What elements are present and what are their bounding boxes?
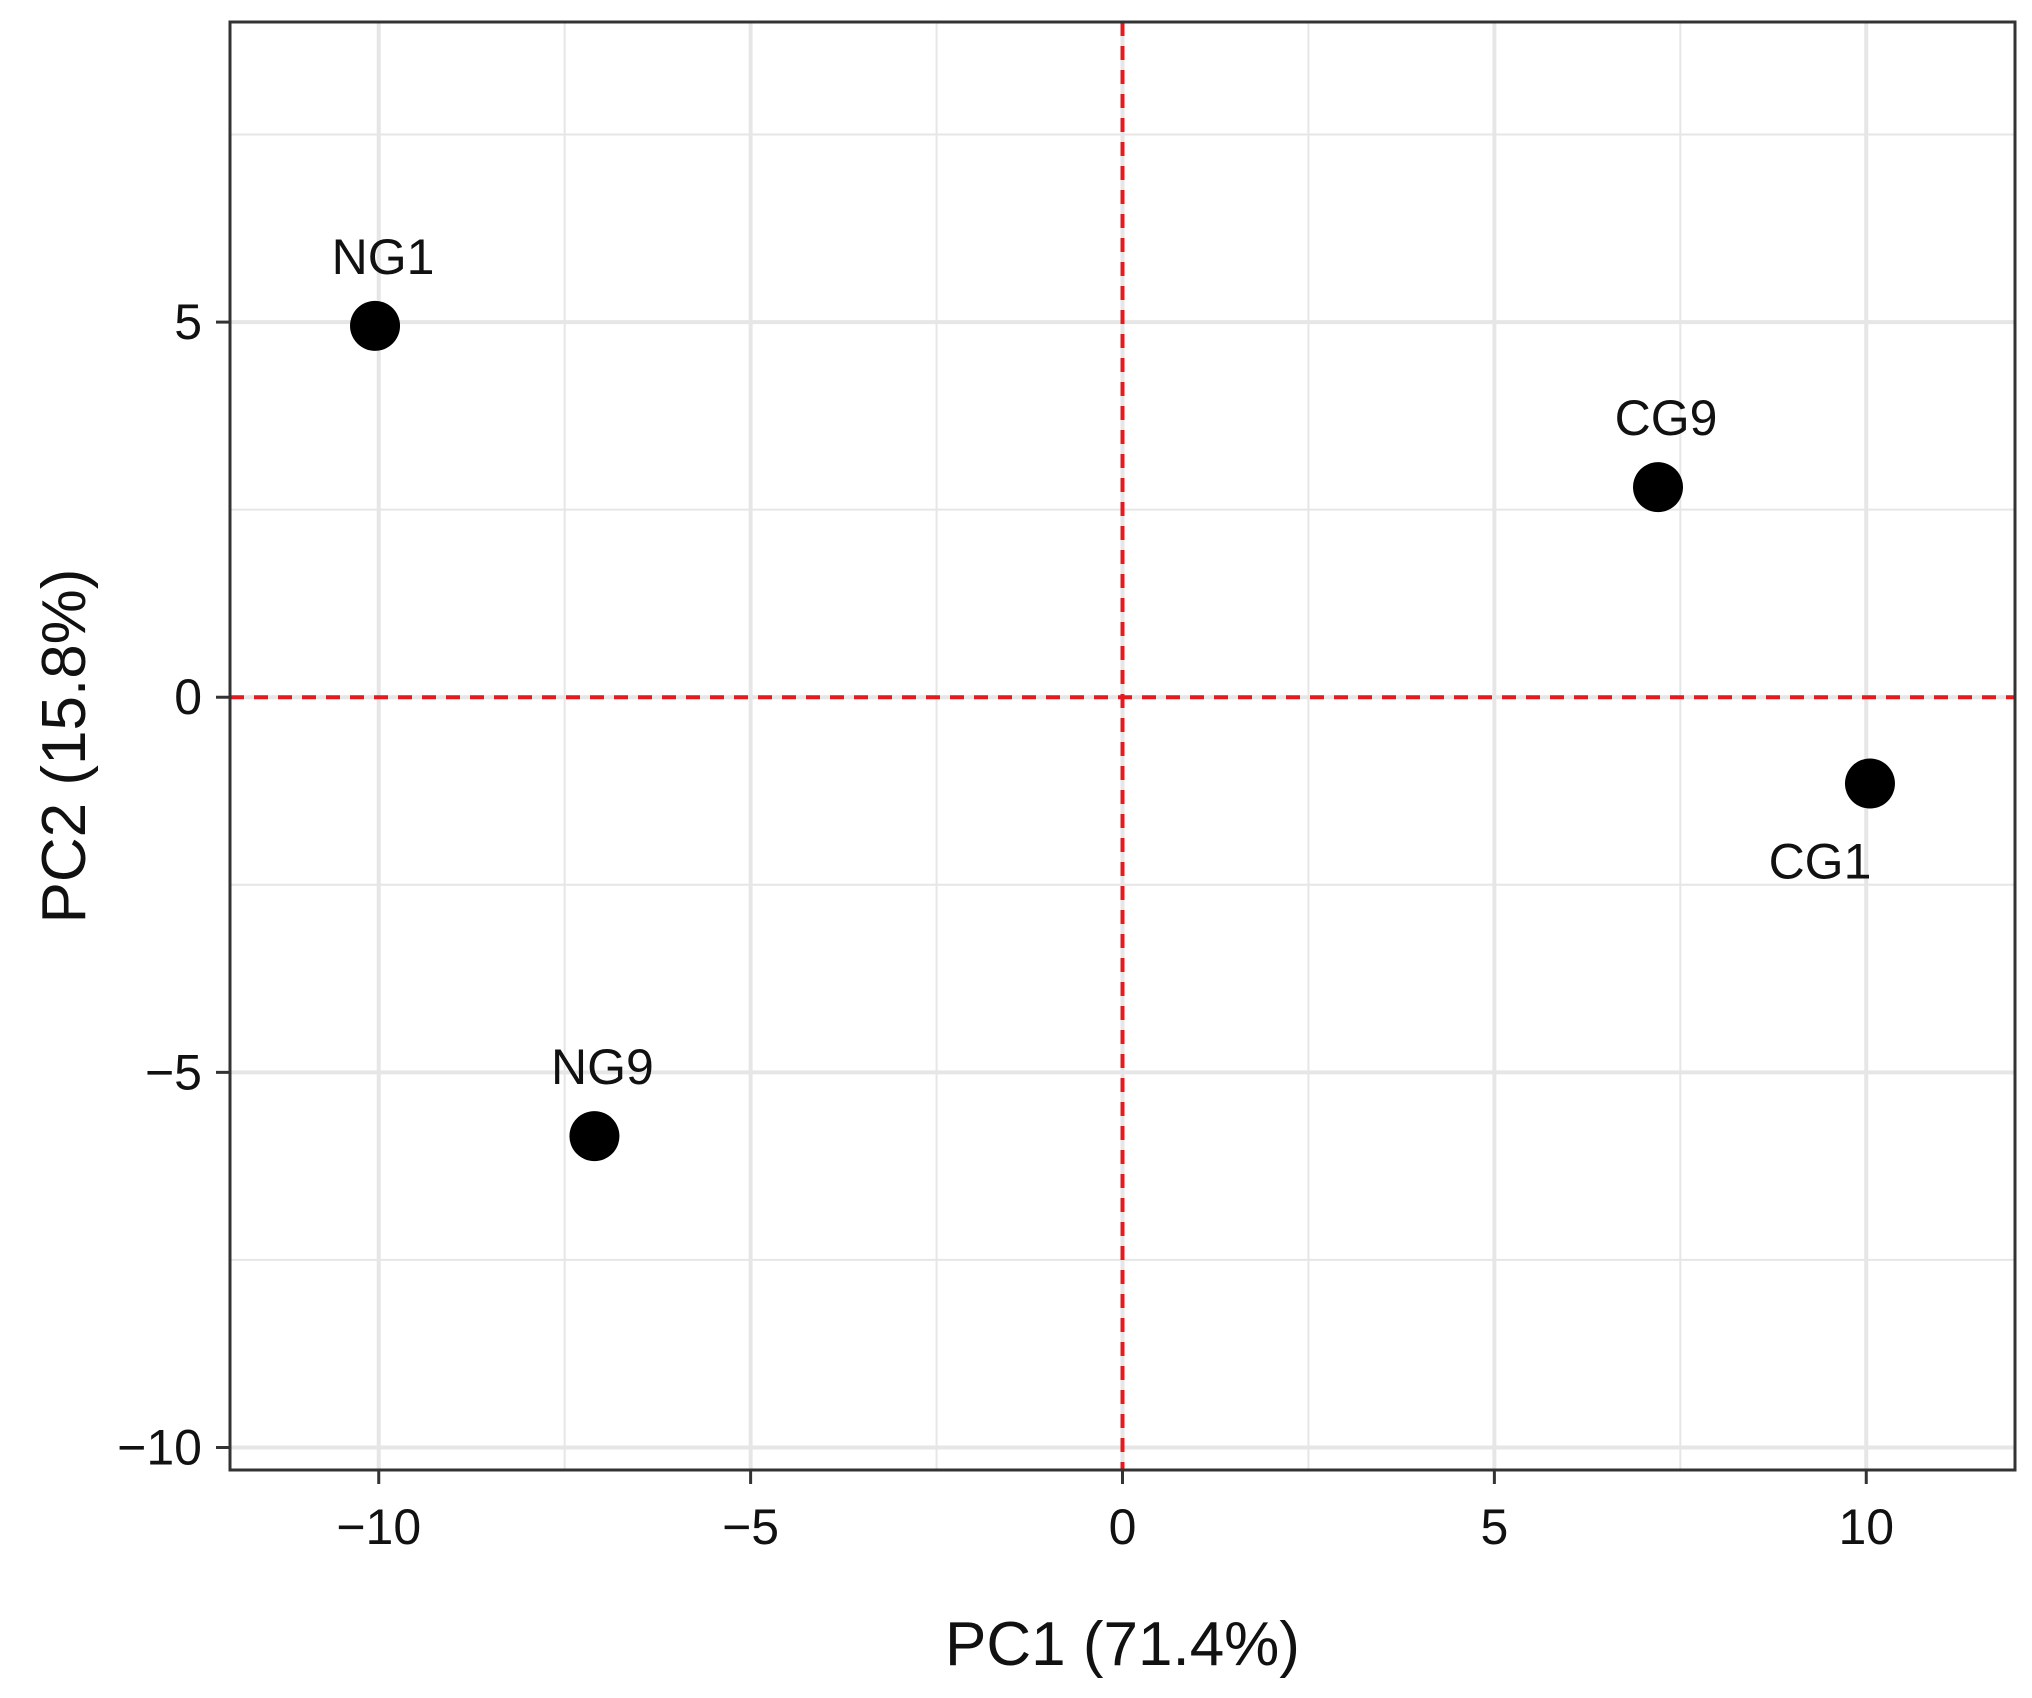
point-label-cg1: CG1	[1769, 834, 1872, 890]
point-label-cg9: CG9	[1615, 390, 1718, 446]
y-tick-label: −5	[145, 1044, 202, 1100]
y-tick-label: 0	[174, 669, 202, 725]
y-axis-title: PC2 (15.8%)	[30, 569, 99, 924]
point-label-ng9: NG9	[551, 1039, 654, 1095]
data-point-ng9	[569, 1111, 620, 1162]
y-tick-label: −10	[117, 1419, 202, 1475]
x-tick-label: 10	[1838, 1499, 1894, 1555]
data-point-cg9	[1633, 462, 1683, 513]
x-axis-title: PC1 (71.4%)	[945, 1610, 1300, 1679]
reference-lines	[230, 22, 2015, 1470]
axis-ticks: −10 −5 0 5 10 −10 −5 0 5	[117, 294, 1894, 1555]
data-points: NG1 NG9 CG9 CG1	[332, 229, 1895, 1162]
x-tick-label: −5	[722, 1499, 779, 1555]
data-point-cg1	[1844, 758, 1895, 809]
point-label-ng1: NG1	[332, 229, 435, 285]
x-tick-label: −10	[336, 1499, 421, 1555]
y-tick-label: 5	[174, 294, 202, 350]
x-tick-label: 0	[1109, 1499, 1137, 1555]
x-tick-label: 5	[1480, 1499, 1508, 1555]
data-point-ng1	[350, 300, 401, 351]
